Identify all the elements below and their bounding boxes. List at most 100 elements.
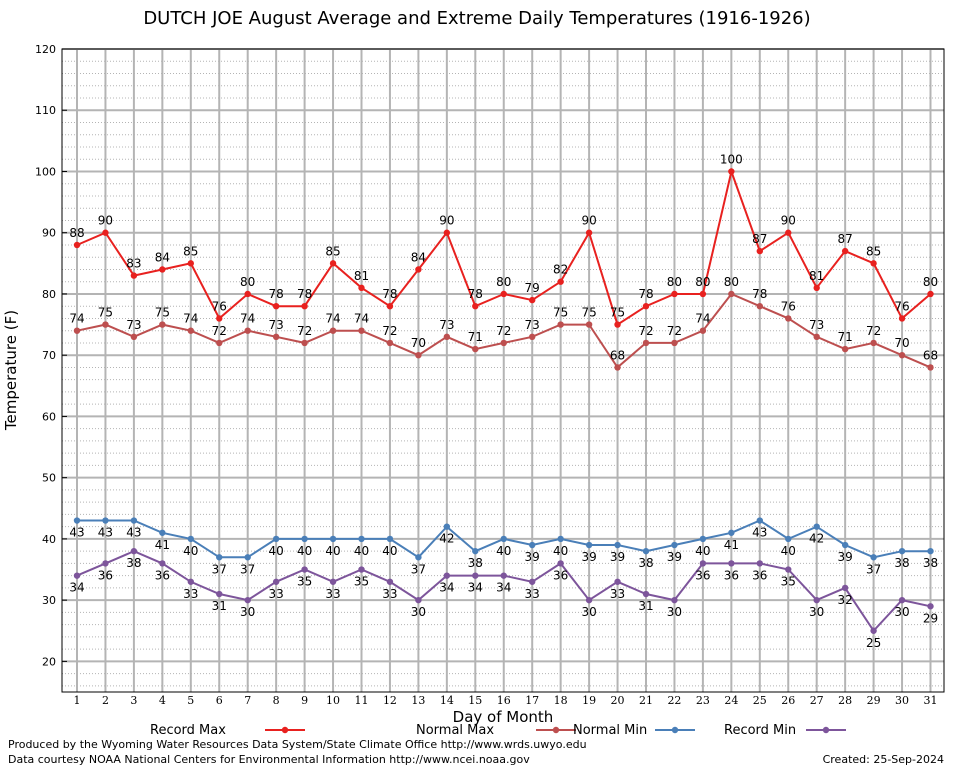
data-label: 74 (354, 312, 369, 326)
data-label: 37 (212, 562, 227, 576)
data-point (813, 333, 820, 341)
data-label: 35 (297, 575, 312, 589)
data-label: 80 (695, 275, 710, 289)
data-point (73, 241, 81, 249)
data-label: 88 (69, 226, 84, 240)
data-point (728, 290, 735, 298)
data-point (785, 566, 792, 573)
data-label: 74 (183, 312, 198, 326)
x-tick-label: 11 (355, 694, 369, 707)
x-tick-label: 17 (525, 694, 539, 707)
data-label: 33 (183, 587, 198, 601)
x-tick-label: 28 (838, 694, 852, 707)
data-point (415, 596, 422, 604)
data-label: 72 (638, 324, 653, 338)
data-label: 33 (269, 587, 284, 601)
data-label: 39 (581, 550, 596, 564)
data-point (585, 229, 593, 236)
data-point (443, 229, 451, 236)
data-label: 30 (809, 605, 824, 619)
data-label: 74 (695, 312, 710, 326)
data-point (699, 290, 707, 298)
data-point (870, 554, 877, 561)
created-date: Created: 25-Sep-2024 (822, 753, 944, 766)
data-label: 100 (720, 152, 743, 166)
data-point (898, 351, 906, 359)
data-label: 34 (69, 581, 84, 595)
x-tick-label: 31 (924, 694, 938, 707)
data-point (272, 303, 280, 310)
y-axis-label: Temperature (F) (2, 310, 20, 431)
x-tick-label: 30 (895, 694, 909, 707)
data-point (671, 290, 678, 298)
data-point (415, 554, 422, 561)
data-point (472, 547, 479, 555)
data-label: 40 (354, 544, 369, 558)
data-label: 81 (354, 269, 369, 283)
series-layer (73, 167, 934, 634)
data-point (728, 560, 735, 567)
data-label: 73 (439, 318, 454, 332)
data-point (301, 535, 308, 543)
data-point (244, 290, 251, 298)
data-label: 82 (553, 263, 568, 277)
data-point (728, 168, 735, 175)
data-point (415, 351, 422, 359)
data-point (329, 260, 337, 267)
data-label: 40 (496, 544, 511, 558)
x-tick-label: 26 (781, 694, 795, 707)
y-tick-label: 20 (42, 655, 56, 668)
data-point (244, 327, 251, 334)
data-point (557, 535, 564, 543)
data-label: 76 (894, 299, 909, 313)
data-label: 36 (553, 568, 568, 582)
data-point (642, 303, 650, 310)
data-label: 72 (212, 324, 227, 338)
data-point (614, 364, 621, 371)
data-point (728, 529, 735, 536)
data-point (813, 284, 820, 292)
data-label: 73 (525, 318, 540, 332)
data-point (756, 303, 763, 310)
data-label: 78 (269, 287, 284, 301)
x-tick-label: 27 (810, 694, 824, 707)
data-label: 75 (610, 306, 625, 320)
data-label: 39 (610, 550, 625, 564)
data-labels: 88 90 83 84 85 76 80 78 78 85 81 78 84 90 78 80 79 82 90 75… (69, 152, 938, 649)
data-point (386, 578, 394, 585)
x-tick-label: 22 (667, 694, 681, 707)
data-label: 40 (183, 544, 198, 558)
data-point (216, 554, 223, 561)
data-label: 75 (155, 306, 170, 320)
x-tick-label: 19 (582, 694, 596, 707)
data-point (585, 596, 593, 604)
x-tick-label: 18 (554, 694, 568, 707)
data-point (671, 596, 678, 604)
data-point (130, 272, 138, 279)
data-label: 76 (781, 299, 796, 313)
data-label: 87 (752, 232, 767, 246)
data-point (244, 554, 251, 561)
data-label: 73 (809, 318, 824, 332)
data-label: 90 (439, 214, 454, 228)
y-tick-label: 30 (42, 594, 56, 607)
data-point (870, 627, 877, 634)
data-point (102, 560, 109, 567)
data-label: 31 (212, 599, 227, 613)
data-label: 41 (155, 538, 170, 552)
data-point (785, 535, 792, 543)
x-tick-label: 14 (440, 694, 454, 707)
x-tick-label: 21 (639, 694, 653, 707)
data-label: 38 (923, 556, 938, 570)
plot-frame (61, 48, 945, 693)
data-label: 87 (838, 232, 853, 246)
data-label: 38 (126, 556, 141, 570)
legend-label: Normal Min (573, 723, 647, 738)
data-point (585, 541, 593, 549)
x-tick-label: 23 (696, 694, 710, 707)
data-label: 37 (866, 562, 881, 576)
data-label: 43 (752, 526, 767, 540)
data-point (870, 339, 877, 347)
data-point (927, 603, 934, 610)
data-label: 34 (496, 581, 511, 595)
